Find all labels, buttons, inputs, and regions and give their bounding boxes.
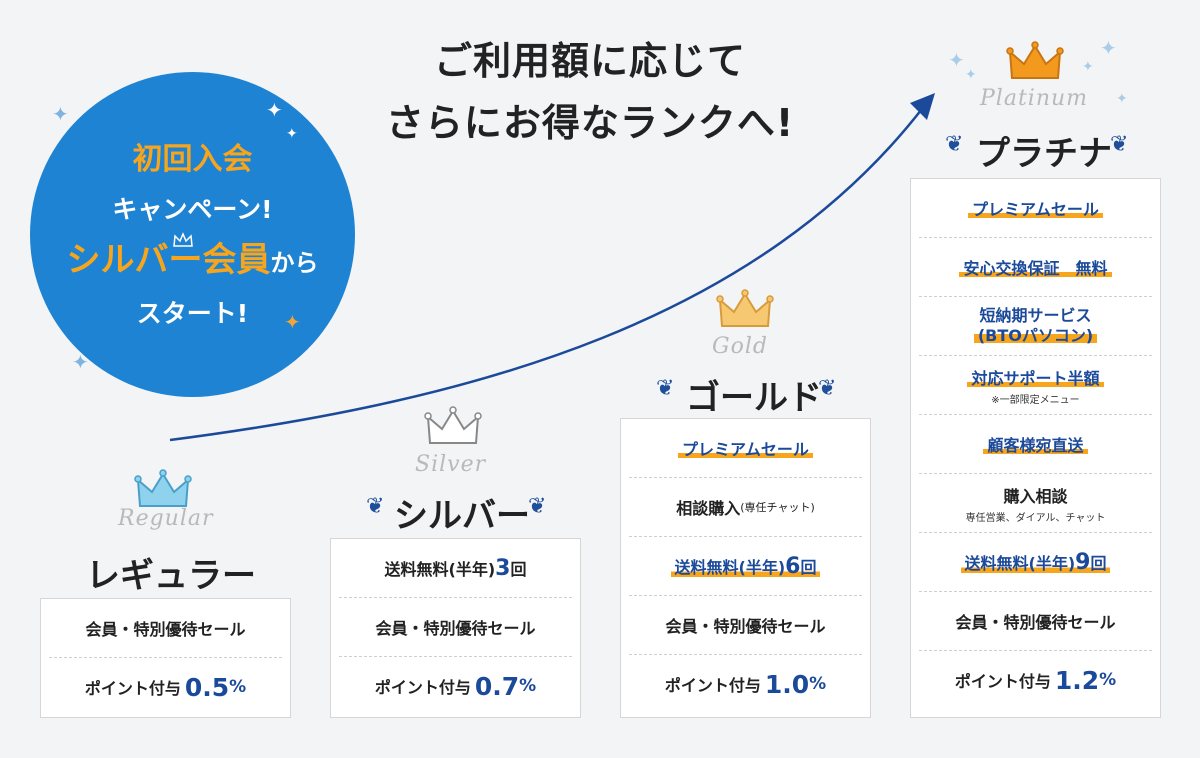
laurel-icon: ❦ xyxy=(945,132,964,157)
tier-card-gold: プレミアムセール 相談購入 (専任チャット) 送料無料(半年)6回 会員・特別優待… xyxy=(620,418,871,718)
exchange-row: 安心交換保証 無料 xyxy=(919,238,1152,297)
support-row: 対応サポート半額 ※一部限定メニュー xyxy=(919,356,1152,415)
laurel-icon: ❦ xyxy=(818,376,837,401)
points-row: ポイント付与 1.0% xyxy=(664,669,827,699)
sparkle-icon: ✦ xyxy=(266,98,283,122)
headline-line1: ご利用額に応じて xyxy=(433,39,746,83)
tier-script-silver: Silver xyxy=(415,452,487,477)
tier-script-platinum: Platinum xyxy=(980,86,1089,111)
laurel-icon: ❦ xyxy=(366,494,385,519)
laurel-icon: ❦ xyxy=(656,376,675,401)
shipping-row: 送料無料(半年)6回 xyxy=(629,537,862,596)
shipping-row: 送料無料(半年) 3 回 xyxy=(339,539,572,598)
benefit-row: 会員・特別優待セール xyxy=(339,598,572,657)
tier-card-silver: 送料無料(半年) 3 回 会員・特別優待セール ポイント付与 0.7% xyxy=(330,538,581,718)
points-row: ポイント付与 1.2% xyxy=(954,665,1117,695)
crown-icon xyxy=(716,289,774,327)
tier-name-platinum: プラチナ xyxy=(976,134,1112,174)
campaign-badge: 初回入会 キャンペーン! シルバー会員から スタート! ✦ ✦ ✦ xyxy=(30,72,355,397)
crown-icon xyxy=(173,232,193,247)
laurel-icon: ❦ xyxy=(1110,132,1129,157)
headline: ご利用額に応じて さらにお得なランクへ! xyxy=(360,30,820,154)
points-row: ポイント付与 0.5% xyxy=(84,672,247,702)
sparkle-icon: ✦ xyxy=(948,48,965,72)
short-delivery-row: 短納期サービス (BTOパソコン) xyxy=(919,297,1152,356)
direct-ship-row: 顧客様宛直送 xyxy=(919,415,1152,474)
sparkle-icon: ✦ xyxy=(965,67,977,83)
crown-icon xyxy=(1006,41,1064,79)
tier-script-regular: Regular xyxy=(118,506,214,531)
consult-row: 購入相談 専任営業、ダイアル、チャット xyxy=(919,474,1152,533)
sparkle-icon: ✦ xyxy=(1082,59,1094,75)
tier-script-gold: Gold xyxy=(712,334,768,359)
tier-card-regular: 会員・特別優待セール ポイント付与 0.5% xyxy=(40,598,291,718)
sparkle-icon: ✦ xyxy=(52,102,69,126)
sparkle-icon: ✦ xyxy=(72,350,89,374)
laurel-icon: ❦ xyxy=(528,494,547,519)
premium-sale-row: プレミアムセール xyxy=(629,419,862,478)
benefit-row: 会員・特別優待セール xyxy=(49,599,282,658)
tier-card-platinum: プレミアムセール 安心交換保証 無料 短納期サービス (BTOパソコン) 対応サポ… xyxy=(910,178,1161,718)
sparkle-icon: ✦ xyxy=(1116,91,1128,107)
consult-row: 相談購入 (専任チャット) xyxy=(629,478,862,537)
headline-line2: さらにお得なランクへ! xyxy=(385,101,795,145)
campaign-line4: スタート! xyxy=(136,299,249,328)
sparkle-icon: ✦ xyxy=(1100,36,1117,60)
premium-sale-row: プレミアムセール xyxy=(919,179,1152,238)
campaign-silver: シルバー会員 xyxy=(66,240,271,280)
crown-icon xyxy=(134,469,192,507)
tier-name-regular: レギュラー xyxy=(86,556,256,596)
sparkle-icon: ✦ xyxy=(286,126,298,142)
tier-name-silver: シルバー xyxy=(394,496,530,536)
shipping-row: 送料無料(半年)9回 xyxy=(919,533,1152,592)
sparkle-icon: ✦ xyxy=(284,310,301,334)
campaign-line1: 初回入会 xyxy=(132,142,253,177)
benefit-row: 会員・特別優待セール xyxy=(919,592,1152,651)
campaign-line3: シルバー会員から xyxy=(30,232,355,281)
points-row: ポイント付与 0.7% xyxy=(374,671,537,701)
crown-icon xyxy=(424,406,482,444)
campaign-suffix: から xyxy=(270,249,319,277)
benefit-row: 会員・特別優待セール xyxy=(629,596,862,655)
campaign-line2: キャンペーン! xyxy=(112,195,273,224)
tier-name-gold: ゴールド xyxy=(686,378,822,418)
